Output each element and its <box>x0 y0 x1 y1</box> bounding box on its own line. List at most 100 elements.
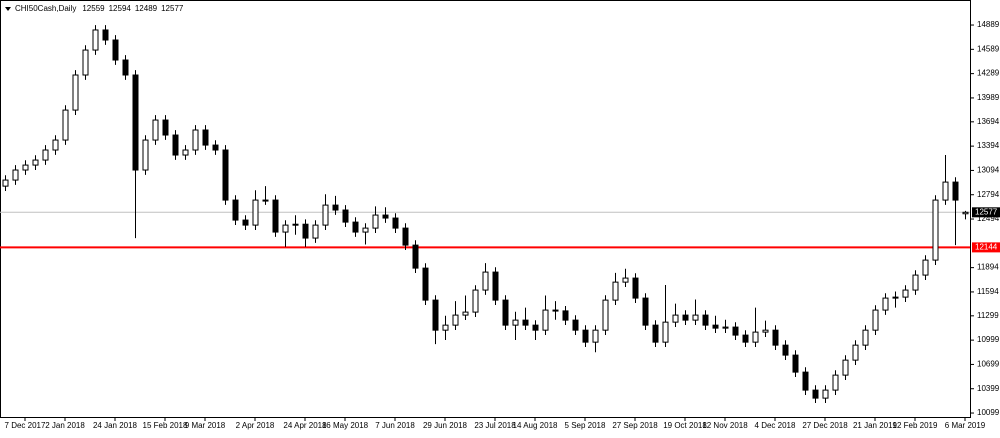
x-tick-label: 2 Apr 2018 <box>236 421 275 430</box>
candle-body <box>732 326 739 336</box>
candle-body <box>852 344 859 361</box>
candle-body <box>32 159 39 166</box>
candle-body <box>292 223 299 226</box>
candle-body <box>242 219 249 226</box>
candle-body <box>532 324 539 331</box>
candle-body <box>872 309 879 331</box>
y-tick-label: 10999 <box>977 335 1000 344</box>
header-value: 12559 <box>82 4 105 13</box>
candle-body <box>112 39 119 61</box>
y-tick-label: 14889 <box>977 20 1000 29</box>
candle-body <box>932 199 939 261</box>
x-tick-label: 2 Jan 2018 <box>45 421 85 430</box>
level-label: 12144 <box>975 242 998 251</box>
candle-body <box>602 299 609 331</box>
candle-body <box>342 209 349 223</box>
x-tick-label: 16 May 2018 <box>322 421 369 430</box>
candle-body <box>512 319 519 326</box>
y-tick-label: 13989 <box>977 93 1000 102</box>
candle-body <box>822 389 829 399</box>
candle-body <box>722 326 729 329</box>
x-tick-label: 24 Apr 2018 <box>283 421 327 430</box>
candle-body <box>382 214 389 219</box>
candle-body <box>412 244 419 269</box>
candle-body <box>542 309 549 331</box>
candle-body <box>102 29 109 41</box>
candle-body <box>312 224 319 239</box>
candle-body <box>372 214 379 229</box>
plot-frame <box>0 0 971 418</box>
candle-body <box>92 29 99 51</box>
x-tick-label: 4 Dec 2018 <box>755 421 796 430</box>
candle-body <box>792 354 799 373</box>
x-tick-label: 7 Jun 2018 <box>375 421 415 430</box>
candle-body <box>632 277 639 299</box>
candle-body <box>202 129 209 146</box>
y-tick-label: 12494 <box>977 214 1000 223</box>
candle-body <box>302 223 309 239</box>
candle-body <box>332 204 339 211</box>
candle-body <box>162 119 169 136</box>
y-tick-label: 14589 <box>977 44 1000 53</box>
candle-body <box>522 319 529 326</box>
x-tick-label: 27 Dec 2018 <box>802 421 848 430</box>
candle-body <box>272 199 279 233</box>
candle-body <box>52 139 59 151</box>
symbol: CHI50Cash,Daily <box>15 4 76 13</box>
candle-body <box>142 139 149 171</box>
candle-body <box>262 199 269 202</box>
candle-body <box>252 199 259 226</box>
level-label-box <box>972 242 1000 253</box>
candle-body <box>862 329 869 346</box>
candle-body <box>832 374 839 391</box>
candle-body <box>232 199 239 221</box>
candle-body <box>592 329 599 343</box>
candle-body <box>62 109 69 141</box>
candle-body <box>462 311 469 316</box>
candle-body <box>132 74 139 171</box>
candle-body <box>842 359 849 376</box>
y-tick-label: 13394 <box>977 141 1000 150</box>
candle-body <box>942 181 949 201</box>
candle-body <box>42 149 49 161</box>
candle-body <box>502 299 509 326</box>
candle-body <box>782 344 789 356</box>
x-tick-label: 24 Jan 2018 <box>93 421 138 430</box>
candle-body <box>432 299 439 331</box>
candle-body <box>712 324 719 329</box>
header-value: 12577 <box>161 4 184 13</box>
candle-body <box>442 324 449 331</box>
candle-body <box>452 314 459 326</box>
candle-body <box>352 221 359 233</box>
candle-body <box>812 389 819 399</box>
candle-body <box>482 271 489 291</box>
candle-body <box>682 314 689 321</box>
header: CHI50Cash,Daily <box>15 4 76 13</box>
candle-body <box>692 314 699 321</box>
candle-body <box>282 224 289 233</box>
candle-body <box>22 164 29 171</box>
candle-body <box>662 321 669 343</box>
candle-body <box>572 319 579 331</box>
x-tick-label: 12 Feb 2019 <box>893 421 938 430</box>
candle-body <box>902 289 909 298</box>
y-tick-label: 10399 <box>977 384 1000 393</box>
candle-body <box>582 329 589 343</box>
x-tick-label: 21 Jan 2019 <box>853 421 898 430</box>
y-tick-label: 13094 <box>977 166 1000 175</box>
header-value: 12489 <box>135 4 158 13</box>
candle-body <box>802 371 809 391</box>
candle-body <box>12 169 19 181</box>
y-tick-label: 10699 <box>977 360 1000 369</box>
candle-body <box>172 134 179 156</box>
y-tick-label: 11594 <box>977 287 999 296</box>
candle-body <box>642 297 649 326</box>
candle-body <box>772 329 779 346</box>
candle-body <box>72 74 79 111</box>
candle-body <box>622 277 629 283</box>
x-tick-label: 23 Jul 2018 <box>474 421 516 430</box>
x-tick-label: 5 Sep 2018 <box>565 421 606 430</box>
x-tick-label: 27 Sep 2018 <box>612 421 658 430</box>
